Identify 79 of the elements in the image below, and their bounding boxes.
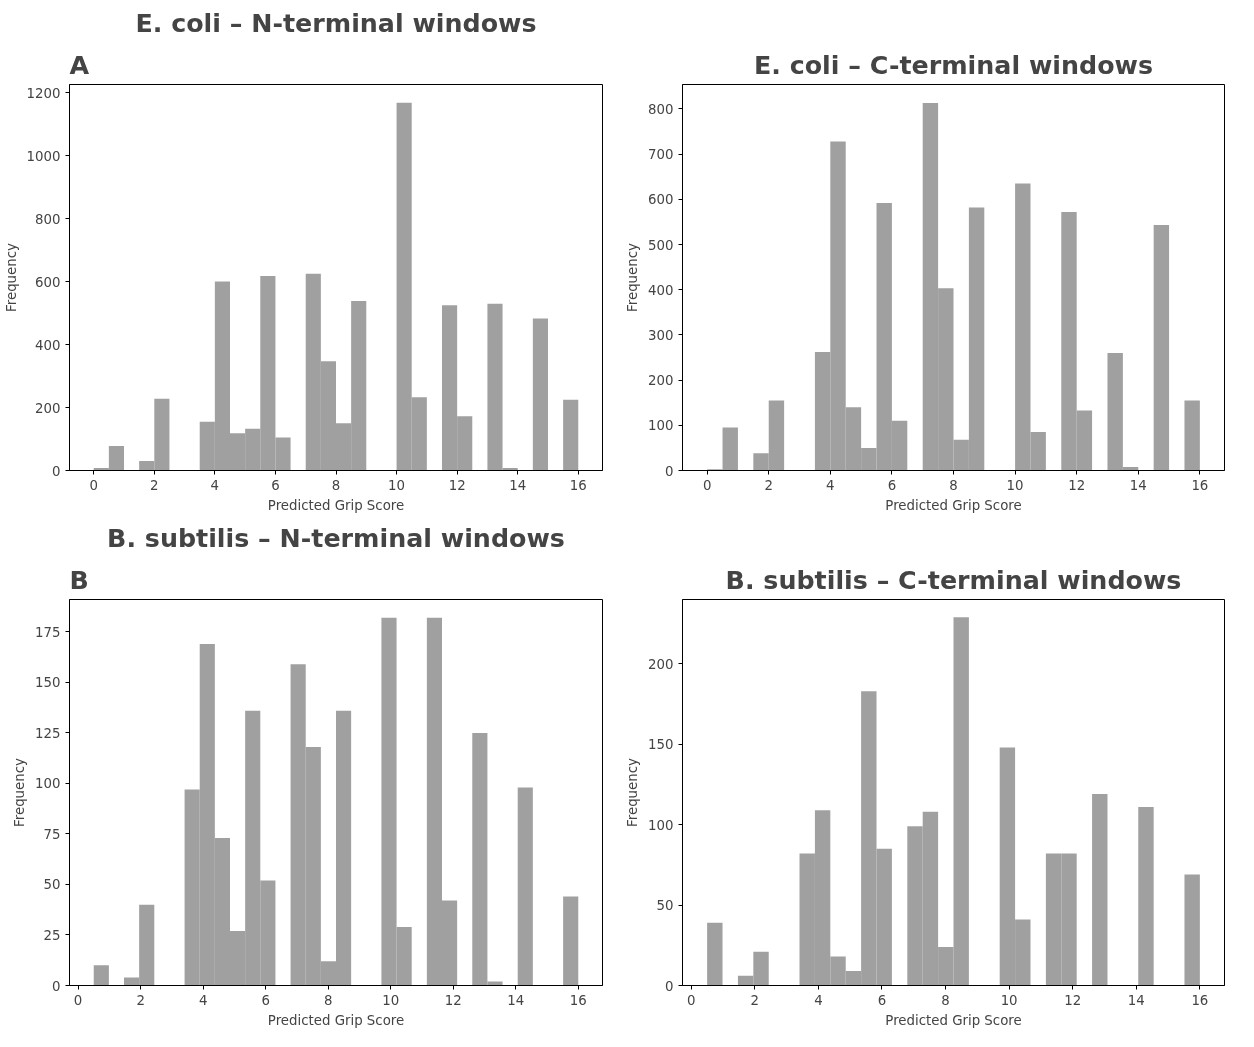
- x-tick-label: 4: [198, 992, 208, 1008]
- y-tick-label: 25: [43, 927, 61, 943]
- x-axis-title: Predicted Grip Score: [267, 1012, 405, 1028]
- x-tick-label: 16: [569, 992, 587, 1008]
- chart-title: E. coli – N-terminal windows: [135, 7, 537, 38]
- x-tick-label: 10: [1006, 477, 1024, 493]
- chart-title: B. subtilis – C-terminal windows: [725, 564, 1182, 595]
- x-tick-label: 16: [569, 477, 587, 493]
- y-tick-label: 100: [648, 418, 674, 434]
- x-tick-label: 12: [1064, 992, 1082, 1008]
- y-tick-label: 200: [648, 373, 674, 389]
- x-tick-label: 6: [271, 477, 280, 493]
- x-tick-label: 8: [949, 477, 958, 493]
- x-tick-label: 0: [702, 477, 712, 493]
- x-tick-label: 12: [448, 477, 466, 493]
- x-tick-label: 14: [509, 477, 527, 493]
- x-axis-title: Predicted Grip Score: [885, 1012, 1022, 1028]
- x-tick-label: 2: [750, 992, 760, 1008]
- y-tick-label: 150: [35, 675, 61, 691]
- x-tick-label: 12: [1068, 477, 1086, 493]
- y-tick-label: 75: [43, 826, 61, 842]
- x-tick-label: 6: [261, 992, 270, 1008]
- x-tick-label: 4: [826, 477, 835, 493]
- x-tick-label: 10: [382, 992, 400, 1008]
- y-tick-label: 50: [43, 877, 61, 893]
- y-tick-label: 800: [648, 101, 674, 117]
- y-tick-label: 0: [665, 463, 674, 479]
- y-tick-label: 150: [648, 737, 674, 753]
- y-axis-title: Frequency: [12, 757, 28, 827]
- x-tick-label: 10: [388, 477, 406, 493]
- x-tick-label: 6: [887, 477, 897, 493]
- y-tick-label: 300: [648, 327, 674, 343]
- x-tick-label: 2: [764, 477, 773, 493]
- x-tick-label: 2: [150, 477, 159, 493]
- y-tick-label: 400: [35, 337, 61, 353]
- y-axis-title: Frequency: [3, 242, 19, 312]
- y-tick-label: 200: [648, 656, 674, 672]
- text: A: [69, 49, 90, 80]
- x-tick-label: 8: [323, 992, 333, 1008]
- x-tick-label: 16: [1191, 477, 1209, 493]
- y-axis-title: Frequency: [625, 242, 641, 312]
- y-tick-label: 0: [665, 978, 674, 994]
- x-tick-label: 0: [73, 992, 83, 1008]
- x-tick-label: 0: [89, 477, 98, 493]
- y-tick-label: 400: [648, 282, 674, 298]
- x-tick-label: 12: [444, 992, 462, 1008]
- x-tick-label: 14: [1129, 477, 1147, 493]
- x-tick-label: 4: [814, 992, 823, 1008]
- x-axis-title: Predicted Grip Score: [267, 497, 405, 513]
- x-tick-label: 16: [1191, 992, 1209, 1008]
- y-tick-label: 1200: [26, 85, 61, 101]
- y-tick-label: 100: [35, 776, 61, 792]
- y-tick-label: 0: [52, 463, 61, 479]
- x-tick-label: 4: [210, 477, 220, 493]
- y-tick-label: 50: [656, 898, 674, 914]
- y-tick-label: 700: [648, 147, 674, 163]
- text: B: [69, 564, 89, 595]
- x-tick-label: 0: [687, 992, 696, 1008]
- y-tick-label: 500: [648, 237, 674, 253]
- x-tick-label: 8: [331, 477, 341, 493]
- y-tick-label: 0: [52, 978, 61, 994]
- y-tick-label: 200: [35, 400, 61, 416]
- x-axis-title: Predicted Grip Score: [885, 497, 1022, 513]
- y-tick-label: 1000: [26, 148, 61, 164]
- x-tick-label: 14: [1127, 992, 1145, 1008]
- y-tick-label: 175: [35, 624, 61, 640]
- y-tick-label: 600: [648, 192, 674, 208]
- y-tick-label: 125: [35, 725, 61, 741]
- x-tick-label: 10: [1000, 992, 1018, 1008]
- x-tick-label: 6: [877, 992, 887, 1008]
- chart-title: E. coli – C-terminal windows: [753, 49, 1154, 80]
- x-tick-label: 2: [136, 992, 145, 1008]
- y-tick-label: 600: [35, 274, 61, 290]
- y-tick-label: 100: [648, 817, 674, 833]
- y-tick-label: 800: [35, 211, 61, 227]
- chart-title: B. subtilis – N-terminal windows: [107, 522, 565, 553]
- y-axis-title: Frequency: [625, 757, 641, 827]
- x-tick-label: 14: [507, 992, 525, 1008]
- x-tick-label: 8: [941, 992, 950, 1008]
